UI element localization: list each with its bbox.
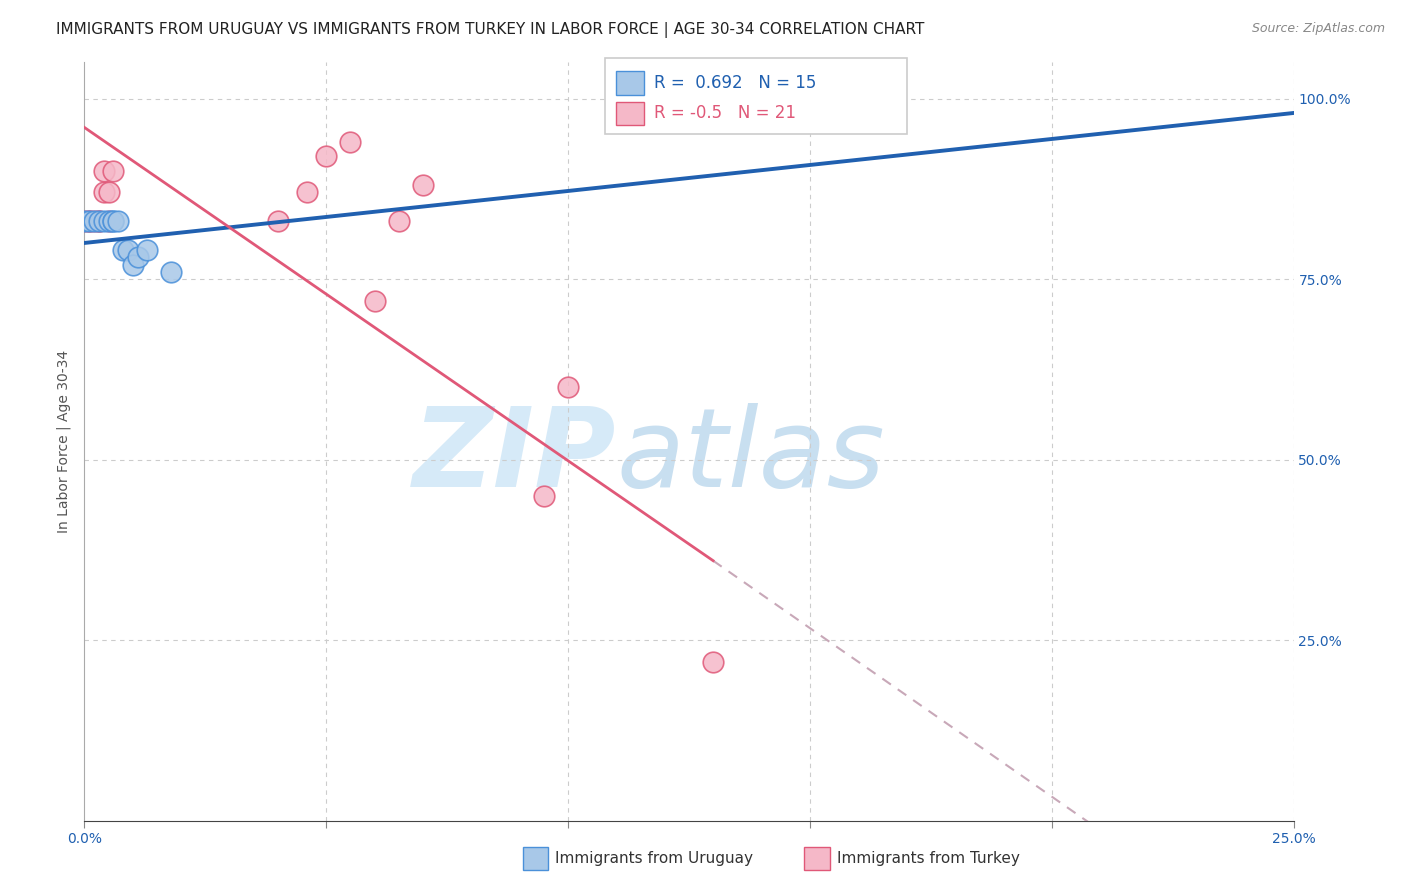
Point bbox=[295, 186, 318, 200]
Point bbox=[160, 265, 183, 279]
Text: R = -0.5   N = 21: R = -0.5 N = 21 bbox=[654, 104, 796, 122]
Text: R =  0.692   N = 15: R = 0.692 N = 15 bbox=[654, 74, 815, 92]
Point bbox=[388, 214, 411, 228]
Text: Source: ZipAtlas.com: Source: ZipAtlas.com bbox=[1251, 22, 1385, 36]
Y-axis label: In Labor Force | Age 30-34: In Labor Force | Age 30-34 bbox=[56, 350, 72, 533]
Point bbox=[136, 243, 159, 257]
Point bbox=[557, 380, 579, 394]
Point bbox=[93, 163, 115, 178]
Text: Immigrants from Turkey: Immigrants from Turkey bbox=[837, 851, 1019, 866]
Point bbox=[93, 214, 115, 228]
Point bbox=[533, 489, 555, 503]
Point bbox=[315, 149, 337, 163]
Point bbox=[87, 214, 110, 228]
Text: ZIP: ZIP bbox=[413, 403, 616, 510]
Point bbox=[127, 251, 149, 265]
Point bbox=[73, 214, 96, 228]
Point bbox=[412, 178, 434, 193]
Point bbox=[103, 214, 125, 228]
Point bbox=[97, 214, 120, 228]
Point bbox=[97, 214, 120, 228]
Point bbox=[112, 243, 135, 257]
Point bbox=[97, 186, 120, 200]
Point bbox=[83, 214, 105, 228]
Point bbox=[339, 135, 361, 149]
Point bbox=[103, 214, 125, 228]
Point bbox=[103, 163, 125, 178]
Point bbox=[121, 258, 143, 272]
Point bbox=[87, 214, 110, 228]
Point bbox=[363, 293, 385, 308]
Point bbox=[267, 214, 290, 228]
Point bbox=[87, 214, 110, 228]
Point bbox=[77, 214, 100, 228]
Point bbox=[107, 214, 129, 228]
Point bbox=[117, 243, 139, 257]
Point bbox=[77, 214, 100, 228]
Point bbox=[702, 655, 724, 669]
Text: Immigrants from Uruguay: Immigrants from Uruguay bbox=[555, 851, 754, 866]
Point bbox=[83, 214, 105, 228]
Text: IMMIGRANTS FROM URUGUAY VS IMMIGRANTS FROM TURKEY IN LABOR FORCE | AGE 30-34 COR: IMMIGRANTS FROM URUGUAY VS IMMIGRANTS FR… bbox=[56, 22, 925, 38]
Point bbox=[77, 214, 100, 228]
Point bbox=[73, 214, 96, 228]
Text: atlas: atlas bbox=[616, 403, 884, 510]
Point bbox=[93, 186, 115, 200]
